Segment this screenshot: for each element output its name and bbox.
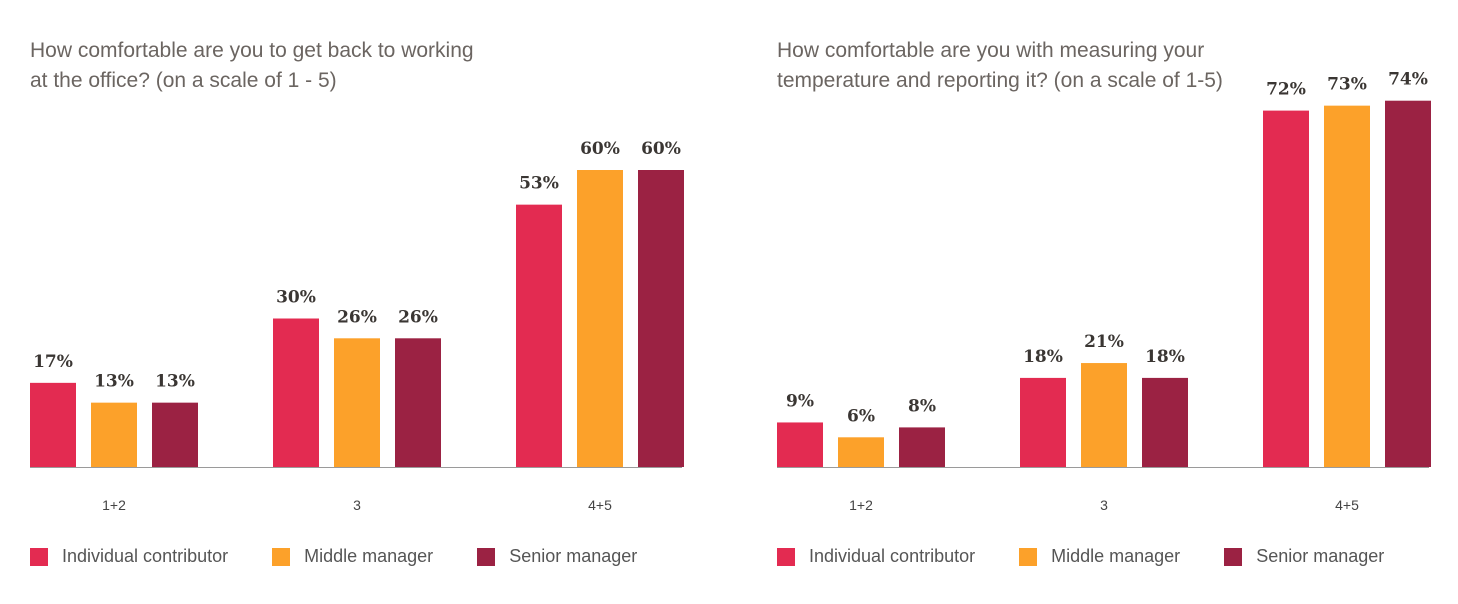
legend-label-senior: Senior manager [509, 546, 638, 566]
data-label-middle-2: 73% [1327, 75, 1367, 95]
data-label-middle-0: 13% [94, 372, 134, 392]
data-label-individual-2: 72% [1266, 80, 1306, 100]
bar-individual-2 [516, 204, 562, 467]
legend-item-individual: Individual contributor [30, 546, 228, 567]
bar-senior-0 [152, 402, 198, 467]
data-label-senior-0: 8% [908, 396, 936, 416]
legend-swatch-senior [1224, 547, 1243, 566]
chart-legend: Individual contributor Middle manager Se… [30, 546, 637, 567]
legend-label-middle: Middle manager [304, 546, 434, 566]
chart-panel-office: How comfortable are you to get back to w… [30, 0, 710, 604]
legend-swatch-individual [30, 547, 48, 566]
category-label-0: 1+2 [102, 497, 126, 513]
bar-senior-2 [1385, 100, 1431, 467]
category-label-2: 4+5 [1335, 497, 1359, 513]
legend-item-middle: Middle manager [272, 546, 433, 567]
bar-chart-temperature: 9% 6% 8% 1+2 18% 21% 18% 3 72% 73% 74% 4+5 [777, 70, 1431, 513]
legend-swatch-middle [1019, 547, 1038, 566]
bar-individual-2 [1263, 110, 1309, 467]
data-label-individual-2: 53% [519, 174, 559, 194]
bar-senior-2 [638, 170, 684, 467]
data-label-middle-0: 6% [847, 406, 875, 426]
chart-title-line-2: at the office? (on a scale of 1 - 5) [30, 69, 337, 92]
data-label-individual-0: 17% [33, 352, 73, 372]
chart-title: How comfortable are you to get back to w… [30, 36, 590, 96]
data-label-senior-1: 26% [398, 307, 438, 327]
legend-item-middle: Middle manager [1019, 546, 1180, 567]
bar-middle-0 [838, 437, 884, 467]
legend-item-individual: Individual contributor [777, 546, 975, 567]
bar-senior-1 [395, 338, 441, 467]
legend-item-senior: Senior manager [477, 546, 637, 567]
category-label-1: 3 [353, 497, 361, 513]
bar-middle-2 [577, 170, 623, 467]
data-label-middle-1: 21% [1084, 332, 1124, 352]
bar-middle-0 [91, 402, 137, 467]
data-label-middle-1: 26% [337, 307, 377, 327]
chart-title-line-1: How comfortable are you with measuring y… [777, 39, 1205, 62]
data-label-senior-0: 13% [155, 372, 195, 392]
bar-individual-0 [777, 422, 823, 467]
data-label-senior-2: 74% [1388, 70, 1428, 90]
legend-label-individual: Individual contributor [809, 546, 976, 566]
bar-chart-office: 17% 13% 13% 1+2 30% 26% 26% 3 53% 60% 60% 4+5 [30, 139, 684, 513]
data-label-individual-0: 9% [786, 391, 814, 411]
category-label-0: 1+2 [849, 497, 873, 513]
bar-individual-1 [273, 318, 319, 467]
legend-item-senior: Senior manager [1224, 546, 1384, 567]
bar-middle-1 [334, 338, 380, 467]
chart-title-line-2: temperature and reporting it? (on a scal… [777, 69, 1223, 92]
bar-middle-1 [1081, 363, 1127, 467]
bar-individual-1 [1020, 377, 1066, 467]
data-label-middle-2: 60% [580, 139, 620, 159]
bar-senior-1 [1142, 377, 1188, 467]
bar-middle-2 [1324, 105, 1370, 468]
data-label-senior-1: 18% [1145, 347, 1185, 367]
category-label-2: 4+5 [588, 497, 612, 513]
data-label-individual-1: 30% [276, 288, 316, 308]
legend-swatch-individual [777, 547, 795, 566]
legend-label-middle: Middle manager [1051, 546, 1181, 566]
legend-label-individual: Individual contributor [62, 546, 229, 566]
chart-panel-temperature: How comfortable are you with measuring y… [777, 0, 1457, 604]
legend-swatch-senior [477, 547, 496, 566]
chart-legend: Individual contributor Middle manager Se… [777, 546, 1384, 567]
category-label-1: 3 [1100, 497, 1108, 513]
bar-individual-0 [30, 382, 76, 467]
chart-title-line-1: How comfortable are you to get back to w… [30, 39, 474, 62]
legend-label-senior: Senior manager [1256, 546, 1385, 566]
bar-senior-0 [899, 427, 945, 467]
legend-swatch-middle [272, 547, 291, 566]
chart-title: How comfortable are you with measuring y… [777, 36, 1337, 96]
data-label-individual-1: 18% [1023, 347, 1063, 367]
data-label-senior-2: 60% [641, 139, 681, 159]
